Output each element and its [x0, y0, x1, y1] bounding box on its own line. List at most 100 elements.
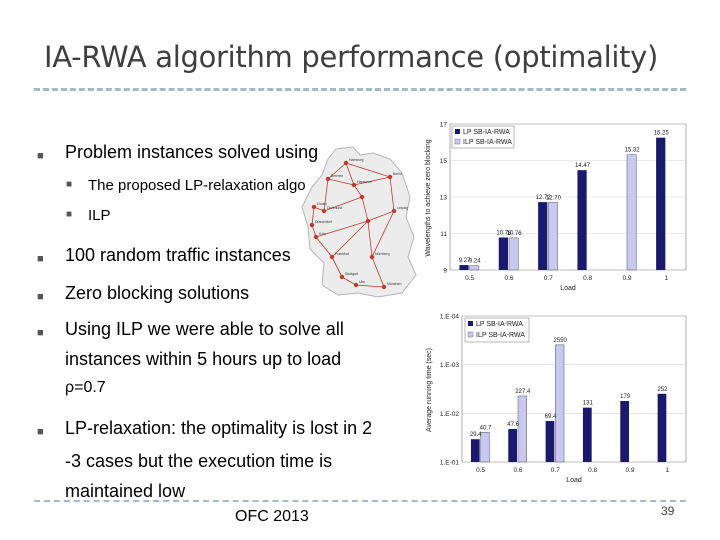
legend-label-lp: LP SB-IA-RWA [463, 129, 510, 136]
network-link [341, 276, 357, 286]
bar-value-label: 15.32 [625, 148, 641, 154]
bullet-marker-icon: ■ [37, 426, 44, 438]
legend-swatch-lp [455, 129, 460, 134]
network-link [327, 178, 355, 186]
network-link [331, 220, 369, 258]
y-tick-label: 1.E-04 [440, 314, 460, 321]
bar-value-label: 131 [583, 401, 594, 407]
bars [459, 137, 666, 271]
city-labels: Hamburg Bremen Hannover Berlin EssenDortmund… [315, 158, 408, 286]
bullet-text: 100 random traffic instances [65, 245, 291, 265]
network-link [315, 236, 333, 258]
network-node [365, 218, 371, 224]
network-node [387, 174, 393, 180]
sub-bullet-item: ■ ILP [66, 207, 111, 224]
bar [548, 202, 558, 271]
y-tick-label: 1.E-01 [440, 460, 460, 467]
network-link [355, 284, 385, 288]
bar [555, 344, 565, 463]
legend-label-ilp: ILP SB-IA-RWA [476, 332, 525, 339]
city-label: Berlin [393, 172, 402, 176]
network-node [351, 182, 357, 188]
bullet-item: ■ LP-relaxation: the optimality is lost … [37, 417, 373, 439]
city-label: Dortmund [327, 206, 342, 210]
y-tick-labels: 9 11 13 15 17 [440, 122, 448, 275]
bullet-text: Zero blocking solutions [65, 283, 250, 303]
bullet-item: ■ Problem instances solved using [37, 141, 319, 163]
bar [508, 429, 517, 462]
x-tick-label: 1 [665, 275, 669, 282]
page-number: 39 [661, 504, 675, 518]
bar [545, 421, 555, 462]
sub-bullet-marker-icon: ■ [66, 209, 73, 220]
legend: LP SB-IA-RWA ILP SB-IA-RWA [464, 317, 530, 343]
bar-value-label: 12.72 [536, 195, 552, 201]
network-node [329, 254, 335, 260]
city-label: Hamburg [349, 158, 363, 162]
bullet-text: LP-relaxation: the optimality is lost in… [65, 418, 373, 438]
bullet-item: ■ 100 random traffic instances [37, 244, 291, 266]
y-tick-label: 13 [440, 195, 448, 202]
bullet-text: Using ILP we were able to solve all [65, 319, 344, 339]
bar [517, 395, 527, 463]
bar [469, 265, 480, 271]
city-label: Essen [317, 202, 327, 206]
legend-swatch-ilp [467, 331, 474, 338]
legend-swatch-ilp [454, 138, 461, 145]
city-label: Nürnberg [375, 252, 390, 256]
x-tick-labels: 0.5 0.6 0.7 0.8 0.9 1 [465, 275, 668, 282]
bullet-item: ■ Zero blocking solutions [37, 282, 250, 304]
legend-box [451, 125, 515, 149]
bar-value-label: 16.25 [654, 131, 670, 137]
bar [582, 407, 592, 462]
bar-value-label: 14.47 [575, 163, 591, 169]
bullet-marker-icon: ■ [37, 291, 44, 303]
city-label: Köln [319, 232, 326, 236]
network-nodes [309, 160, 397, 290]
x-tick-label: 0.8 [583, 275, 592, 282]
legend: LP SB-IA-RWA ILP SB-IA-RWA [451, 125, 515, 149]
bar-value-label: 9.27 [459, 258, 471, 264]
network-link [353, 176, 391, 186]
x-tick-label: 1 [666, 467, 670, 474]
x-tick-label: 0.7 [551, 467, 560, 474]
x-axis-label: Load [566, 477, 582, 484]
bar [459, 265, 469, 270]
y-axis-label: Average running time (sec) [426, 348, 433, 432]
bullet-marker-icon: ■ [37, 150, 44, 162]
bar-value-label: 12.70 [546, 195, 562, 201]
legend-label-lp: LP SB-IA-RWA [476, 321, 523, 328]
network-link [311, 206, 315, 226]
sub-bullet-marker-icon: ■ [66, 179, 73, 190]
bar-value-label: 179 [620, 394, 631, 400]
y-tick-label: 9 [443, 268, 447, 275]
bar-value-label: 9.24 [469, 259, 481, 265]
x-tick-label: 0.6 [513, 467, 522, 474]
city-label: Ulm [359, 280, 365, 284]
bar-value-label: 10.76 [507, 231, 523, 237]
network-node [369, 254, 375, 260]
running-time-chart: 29.440.7 47.6 227.4 69.4 2550 131 179 252 1.E-0… [426, 314, 687, 484]
network-link [331, 256, 343, 278]
title-divider [34, 88, 686, 91]
city-label: Düsseldorf [315, 220, 332, 224]
network-node [391, 208, 397, 214]
bullet-continuation: -3 cases but the execution time is [65, 451, 333, 471]
y-tick-label: 17 [440, 122, 448, 129]
city-label: München [387, 282, 401, 286]
network-node [381, 284, 387, 290]
bullet-marker-icon: ■ [37, 327, 44, 339]
bar [657, 393, 667, 462]
network-node [309, 222, 315, 228]
bar-value-label: 10.78 [496, 231, 512, 237]
network-link [361, 196, 369, 222]
bar [498, 237, 508, 270]
x-tick-label: 0.5 [476, 467, 485, 474]
sub-bullet-text: The proposed LP-relaxation algo [88, 177, 306, 194]
bar-value-label: 2550 [554, 338, 568, 344]
bar [508, 237, 519, 271]
bullet-text: Problem instances solved using [65, 142, 319, 162]
city-label: Hannover [357, 180, 373, 184]
